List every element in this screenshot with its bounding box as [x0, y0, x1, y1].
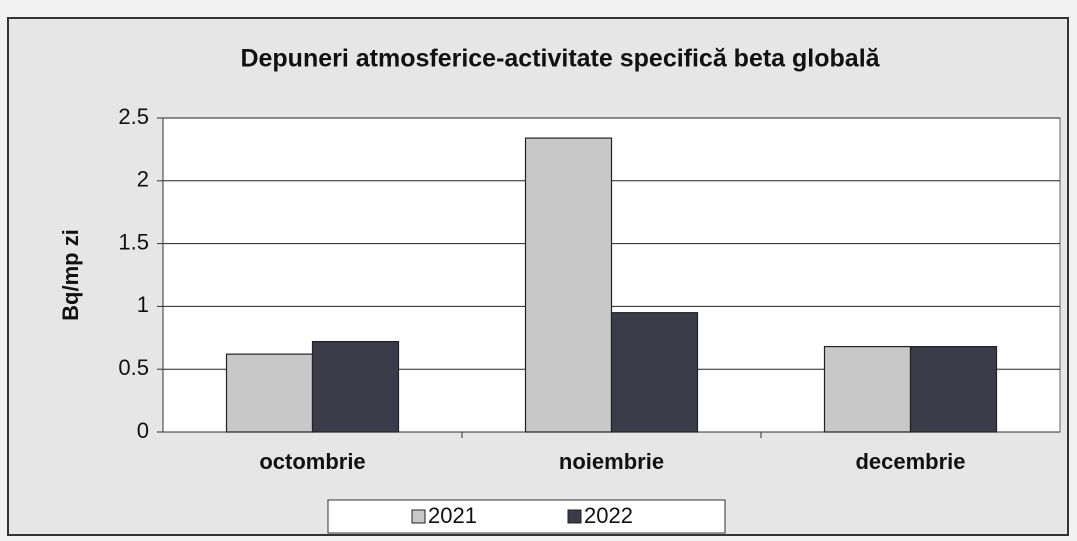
- y-tick-label: 1.5: [118, 229, 149, 254]
- bar: [909, 345, 998, 433]
- bar: [823, 345, 912, 433]
- chart-title: Depuneri atmosferice-activitate specific…: [240, 45, 880, 73]
- legend-swatch: [567, 509, 582, 524]
- x-tick-label: decembrie: [855, 449, 965, 474]
- legend: [327, 499, 726, 534]
- bar: [225, 353, 314, 433]
- y-tick-label: 1: [137, 292, 149, 317]
- y-axis-label: Bq/mp zi: [58, 229, 83, 321]
- legend-label: 2022: [584, 503, 633, 528]
- bar: [311, 340, 400, 433]
- y-tick-label: 0: [137, 418, 149, 443]
- y-tick-label: 2.5: [118, 104, 149, 129]
- x-tick-label: octombrie: [259, 449, 365, 474]
- legend-label: 2021: [428, 503, 477, 528]
- legend-swatch: [411, 509, 426, 524]
- bar: [610, 312, 699, 433]
- bar: [524, 137, 613, 433]
- y-tick-label: 2: [137, 167, 149, 192]
- y-tick-label: 0.5: [118, 355, 149, 380]
- x-tick-label: noiembrie: [559, 449, 664, 474]
